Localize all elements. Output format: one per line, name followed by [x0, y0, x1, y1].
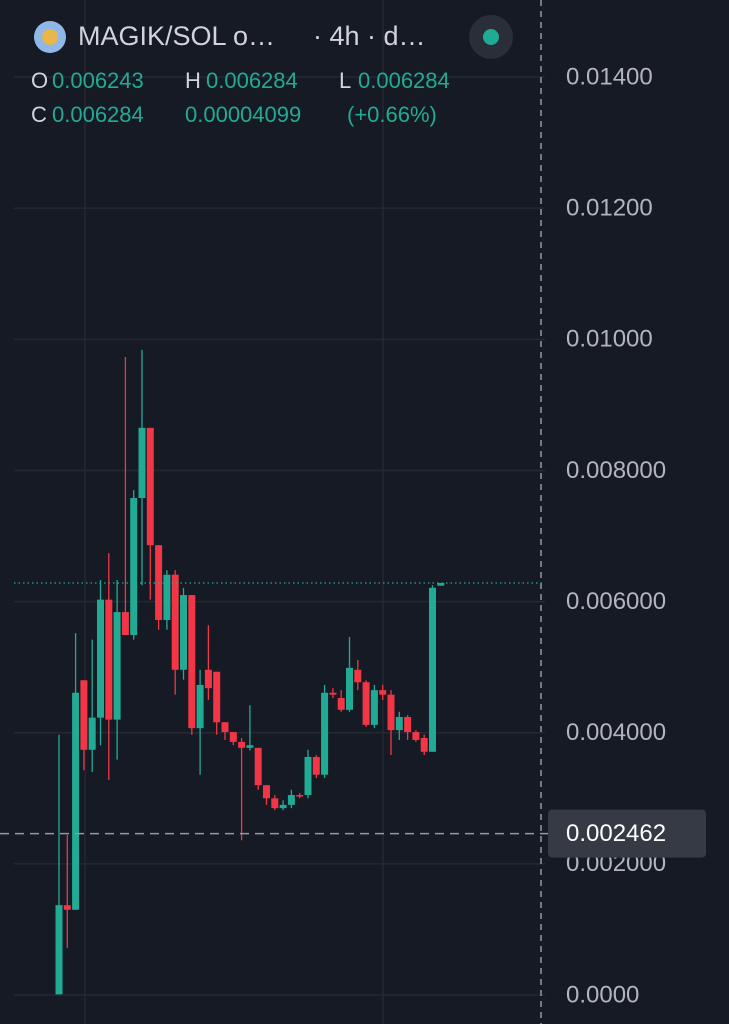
candle-body: [229, 732, 237, 742]
symbol-icon-inner: [42, 29, 58, 45]
candle-body: [312, 757, 320, 775]
candle-body: [63, 905, 71, 910]
candle-body: [171, 574, 179, 670]
candle-body: [180, 595, 187, 670]
close-value: 0.006284: [52, 102, 144, 127]
status-dot: [483, 29, 499, 45]
candle-body: [337, 697, 345, 710]
y-tick-label: 0.01200: [566, 195, 653, 222]
high-value: 0.006284: [206, 68, 298, 93]
candle-body: [88, 717, 96, 750]
candle-body: [97, 599, 104, 718]
candle-body: [362, 682, 370, 725]
grid: [14, 0, 545, 1024]
candle-body: [238, 741, 246, 748]
candle-body: [379, 690, 387, 695]
y-tick-label: 0.008000: [566, 457, 666, 484]
candle-body: [271, 798, 279, 809]
candle-body: [246, 745, 254, 748]
close-key: C: [31, 102, 47, 127]
candle-body: [163, 574, 171, 620]
symbol: MAGIK/SOL o…: [78, 21, 275, 51]
candle-body: [412, 732, 420, 740]
candle-body: [263, 785, 270, 799]
y-tick-label: 0.01400: [566, 63, 653, 90]
y-tick-label: 0.01000: [566, 326, 653, 353]
y-tick-label: 0.006000: [566, 588, 666, 615]
candle-body: [329, 692, 337, 695]
candle-body: [121, 612, 129, 636]
candle-body: [346, 667, 353, 710]
candle-body: [80, 680, 88, 750]
overlay: 0.00000.0020000.0040000.0060000.0080000.…: [0, 63, 706, 1008]
change-value: 0.00004099: [185, 102, 301, 127]
candle-body: [395, 717, 403, 731]
candle-body: [437, 582, 445, 586]
candle-body: [72, 692, 80, 910]
candle-body: [188, 595, 196, 729]
change-percent: (+0.66%): [347, 102, 437, 127]
open-value: 0.006243: [52, 68, 144, 93]
candle-body: [354, 669, 362, 683]
candle-body: [296, 795, 304, 797]
candle-body: [146, 427, 154, 546]
low-key: L: [339, 68, 351, 93]
candle-body: [204, 669, 212, 689]
candle-body: [404, 717, 412, 733]
candle-body: [138, 427, 146, 499]
candle-body: [105, 599, 113, 720]
candle-body: [420, 737, 428, 752]
header: MAGIK/SOL o… · 4h · d… O 0.006243 H 0.00…: [31, 15, 513, 127]
candle-body: [254, 747, 262, 786]
candle-body: [304, 757, 312, 796]
crosshair-label: 0.002462: [566, 820, 666, 847]
y-tick-label: 0.0000: [566, 981, 639, 1008]
high-key: H: [185, 68, 201, 93]
candle-body: [321, 692, 329, 775]
crosshair-label-box: [548, 809, 706, 858]
candle-body: [130, 498, 138, 636]
candle-body: [55, 905, 63, 995]
open-key: O: [31, 68, 48, 93]
candle-body: [196, 684, 204, 729]
candle-body: [221, 722, 229, 733]
candle-body: [113, 612, 121, 720]
candle-body: [387, 694, 395, 731]
candle-body: [279, 804, 287, 809]
candle-body: [287, 795, 295, 805]
y-tick-label: 0.004000: [566, 719, 666, 746]
interval: · 4h · d…: [313, 21, 426, 51]
candle-body: [213, 671, 221, 723]
candle-body: [370, 690, 378, 725]
low-value: 0.006284: [358, 68, 450, 93]
candle-body: [429, 587, 436, 752]
